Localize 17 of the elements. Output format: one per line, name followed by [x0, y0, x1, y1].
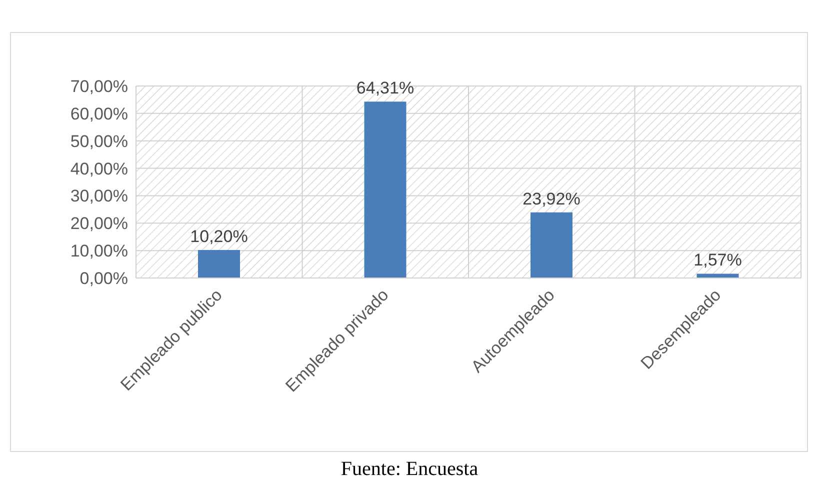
y-tick-label: 10,00%	[70, 242, 128, 261]
bar	[530, 212, 572, 278]
source-note: Fuente: Encuesta	[340, 458, 480, 481]
y-tick-label: 0,00%	[80, 269, 128, 288]
bar	[198, 250, 240, 278]
data-label: 64,31%	[356, 78, 414, 98]
bar	[364, 102, 406, 278]
data-label: 1,57%	[694, 250, 742, 270]
y-tick-label: 20,00%	[70, 214, 128, 234]
bar	[696, 274, 739, 278]
y-tick-label: 30,00%	[70, 186, 128, 206]
y-tick-label: 50,00%	[70, 132, 128, 151]
y-tick-label: 70,00%	[70, 77, 128, 96]
data-label: 23,92%	[522, 189, 580, 208]
data-label: 10,20%	[190, 227, 248, 246]
y-tick-label: 40,00%	[70, 159, 128, 178]
y-tick-label: 60,00%	[70, 104, 128, 124]
